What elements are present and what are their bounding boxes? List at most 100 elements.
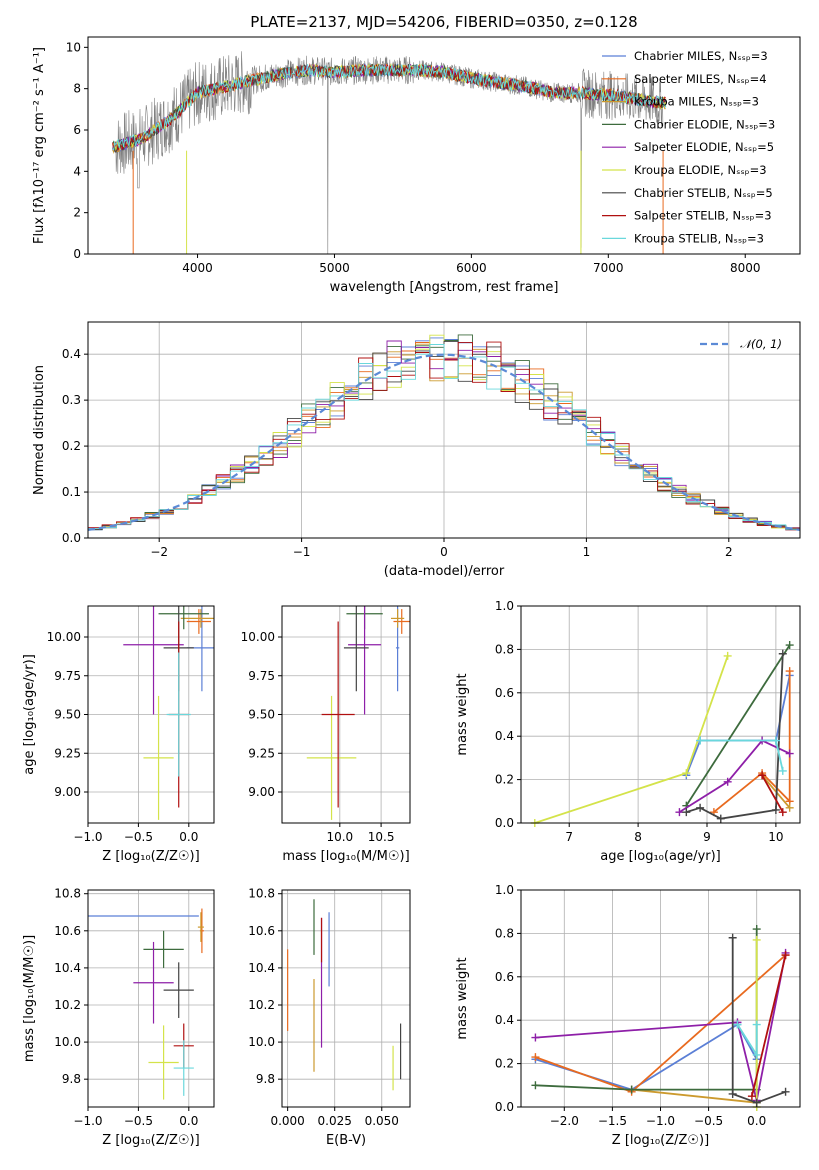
y-tick-label: 0.0 (495, 816, 514, 830)
legend-entry: Salpeter STELIB, Nₛₛₚ=3 (634, 209, 772, 223)
x-tick-label: 2 (725, 545, 733, 559)
errorbar-point (306, 695, 357, 820)
x-tick-label: 0.0 (179, 830, 198, 844)
mass-weight-marker (682, 808, 691, 817)
errorbar-point (173, 1040, 194, 1096)
y-tick-label: 0.2 (495, 773, 514, 787)
axes-frame (87, 36, 801, 255)
y-tick-label: 9.00 (248, 785, 275, 799)
errorbar-point (348, 606, 382, 715)
axes-frame (520, 889, 801, 1108)
age_vs_Z-axes (84, 606, 214, 827)
x-tick-label: −0.5 (694, 1114, 723, 1128)
errorbar-point (321, 621, 355, 808)
axes-frame (87, 321, 801, 539)
x-tick-label: −2 (150, 545, 168, 559)
mass-weight-line (751, 954, 787, 1097)
x-tick-label: 0.000 (270, 1114, 304, 1128)
y-tick-label: 0.2 (62, 439, 81, 453)
x-tick-label: 0.0 (179, 1114, 198, 1128)
mass-weight-marker (696, 736, 705, 745)
y-tick-label: 0.3 (62, 393, 81, 407)
x-tick-label: 0 (440, 545, 448, 559)
mass-weight-line (678, 739, 791, 813)
x-tick-label: 10 (768, 830, 783, 844)
legend-entry: Salpeter ELODIE, Nₛₛₚ=5 (634, 140, 774, 154)
mass-weight-marker (752, 1098, 761, 1107)
y-tick-label: 0.4 (495, 729, 514, 743)
y-tick-label: 9.25 (54, 746, 81, 760)
y-tick-label: 9.8 (256, 1072, 275, 1086)
mass-weight-line (685, 644, 791, 807)
mass-weight-marker (785, 641, 794, 650)
y-tick-label: 1.0 (495, 599, 514, 613)
x-axis-label: mass [log₁₀(M/M☉)] (282, 849, 409, 864)
mass_vs_ebv-axes (278, 890, 410, 1111)
legend-entry: Salpeter MILES, Nₛₛₚ=4 (634, 72, 767, 86)
y-tick-label: 10.2 (248, 998, 275, 1012)
y-tick-label: 9.50 (248, 708, 275, 722)
y-tick-label: 10.00 (241, 630, 275, 644)
x-tick-label: 0.025 (318, 1114, 352, 1128)
axes-frame (281, 605, 411, 824)
mass-weight-marker (771, 736, 780, 745)
axes-frame (87, 889, 215, 1108)
mass-weight-marker (627, 1085, 636, 1094)
mass-weight-marker (747, 1092, 756, 1101)
y-tick-label: 10 (66, 40, 81, 54)
y-tick-label: 0 (73, 247, 81, 261)
mass-weight-line (731, 937, 786, 1104)
y-tick-label: 10.2 (54, 998, 81, 1012)
y-tick-label: 10.8 (248, 887, 275, 901)
x-tick-label: 1 (583, 545, 591, 559)
mass-weight-marker (781, 951, 790, 960)
x-tick-label: 8000 (730, 261, 761, 275)
y-tick-label: 0.0 (495, 1100, 514, 1114)
y-tick-label: 9.50 (54, 708, 81, 722)
axes-frame (281, 889, 411, 1108)
y-tick-label: 9.00 (54, 785, 81, 799)
errorbar-point (143, 695, 174, 820)
x-axis-label: Z [log₁₀(Z/Z☉)] (612, 1133, 709, 1148)
x-tick-label: 7000 (593, 261, 624, 275)
x-tick-label: −0.5 (124, 830, 153, 844)
y-tick-label: 0.6 (495, 970, 514, 984)
mass-weight-line (713, 671, 791, 813)
legend-entry: 𝒩(0, 1) (740, 337, 782, 351)
errorbar-point (166, 652, 191, 777)
errorbar-point (180, 609, 214, 628)
y-tick-label: 10.8 (54, 887, 81, 901)
y-axis-label: mass weight (455, 673, 470, 755)
gaussian-curve (87, 353, 801, 531)
mass-weight-marker (758, 771, 767, 780)
y-tick-label: 10.0 (54, 1035, 81, 1049)
x-axis-label: Z [log₁₀(Z/Z☉)] (102, 849, 199, 864)
axes-frame (87, 605, 215, 824)
y-tick-label: 9.8 (62, 1072, 81, 1086)
mass-weight-marker (752, 1020, 761, 1029)
errorbar-point (393, 609, 410, 634)
x-tick-label: −2.0 (550, 1114, 579, 1128)
y-tick-label: 10.00 (47, 630, 81, 644)
mass-weight-marker (723, 651, 732, 660)
y-axis-label: Flux [fλ10⁻¹⁷ erg cm⁻² s⁻¹ A⁻¹] (32, 47, 47, 244)
y-tick-label: 10.0 (248, 1035, 275, 1049)
x-tick-label: 0.050 (365, 1114, 399, 1128)
y-tick-label: 6 (73, 123, 81, 137)
x-tick-label: 10.0 (326, 830, 353, 844)
mass-weight-marker (781, 1087, 790, 1096)
errorbar-point (163, 962, 194, 1018)
mass-weight-marker (785, 749, 794, 758)
model-spectrum-line (112, 63, 667, 151)
mass-weight-line (761, 774, 784, 813)
x-tick-label: −0.5 (124, 1114, 153, 1128)
legend-entry: Chabrier ELODIE, Nₛₛₚ=3 (634, 117, 775, 131)
y-tick-label: 0.8 (495, 926, 514, 940)
x-tick-label: −1 (293, 545, 311, 559)
y-tick-label: 0.6 (495, 686, 514, 700)
mass-weight-marker (778, 808, 787, 817)
mass-weight-marker (785, 667, 794, 676)
y-tick-label: 0.0 (62, 531, 81, 545)
mass-weight-marker (531, 1053, 540, 1062)
